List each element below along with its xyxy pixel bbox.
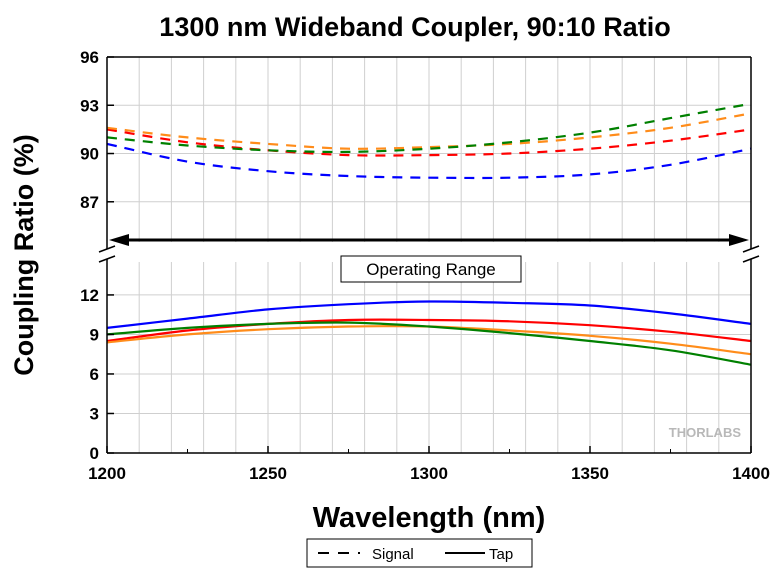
x-tick-label: 1300 — [410, 464, 448, 483]
x-tick-label: 1200 — [88, 464, 126, 483]
y-upper-tick-label: 87 — [80, 193, 99, 212]
operating-range-label: Operating Range — [366, 260, 495, 279]
x-tick-label: 1350 — [571, 464, 609, 483]
y-upper-tick-label: 96 — [80, 48, 99, 67]
operating-range-box — [340, 255, 522, 283]
y-lower-tick-label: 9 — [90, 325, 99, 344]
legend-signal-label: Signal — [372, 546, 414, 563]
axis-break-right-lower — [742, 255, 760, 263]
axis-break-left-upper — [98, 245, 116, 253]
tap-green-series-line — [106, 321, 752, 366]
operating-range-arrowhead-left — [109, 234, 129, 246]
y-upper-tick-label: 93 — [80, 96, 99, 115]
operating-range-arrow — [109, 234, 749, 246]
operating-range-arrowhead-right — [729, 234, 749, 246]
y-axis-label: Coupling Ratio (%) — [9, 134, 39, 375]
chart-title: 1300 nm Wideband Coupler, 90:10 Ratio — [159, 12, 670, 42]
x-tick-label: 1250 — [249, 464, 287, 483]
y-lower-tick-label: 6 — [90, 365, 99, 384]
legend: Signal Tap — [306, 538, 533, 568]
signal-red-series-line — [106, 128, 752, 157]
y-lower-tick-label: 12 — [80, 286, 99, 305]
y-upper-tick-label: 90 — [80, 145, 99, 164]
axis-break-right-upper — [742, 245, 760, 253]
tap-red-series-line — [106, 318, 752, 343]
signal-curves — [106, 102, 752, 180]
x-axis-label: Wavelength (nm) — [313, 502, 546, 534]
signal-orange-series-line — [106, 112, 752, 150]
tap-blue-series-line — [106, 300, 752, 329]
grid-lines — [107, 56, 751, 454]
x-tick-label: 1400 — [732, 464, 770, 483]
thorlabs-watermark: THORLABS — [669, 425, 742, 440]
signal-blue-series-line — [106, 142, 752, 180]
plot-frame — [98, 56, 760, 454]
y-lower-tick-label: 3 — [90, 404, 99, 423]
tap-curves — [106, 300, 752, 366]
axis-ticks: 1200 1250 1300 1350 1400 87 90 93 96 0 3 6 9 12 — [80, 48, 770, 483]
legend-tap-label: Tap — [489, 546, 513, 563]
axis-break-left-lower — [98, 255, 116, 263]
y-lower-tick-label: 0 — [90, 444, 99, 463]
signal-green-series-line — [106, 102, 752, 154]
